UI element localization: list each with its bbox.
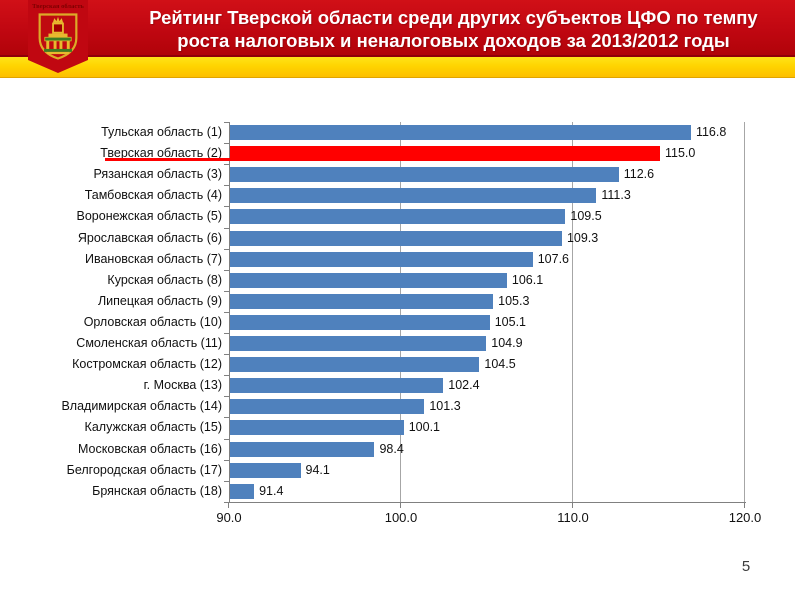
value-label: 107.6 — [537, 251, 569, 266]
value-label: 109.3 — [566, 230, 599, 245]
category-label: Ивановская область (7) — [84, 251, 222, 266]
category-label: г. Москва (13) — [143, 378, 222, 393]
bar — [230, 125, 691, 141]
category-label: Тамбовская область (4) — [84, 188, 222, 203]
category-tick — [224, 269, 229, 271]
bar — [230, 251, 533, 267]
axis-tick — [400, 502, 401, 508]
category-label: Владимирская область (14) — [61, 399, 222, 414]
category-tick — [224, 354, 229, 356]
value-label: 100.1 — [408, 420, 440, 435]
bar — [230, 378, 444, 394]
bar — [230, 293, 494, 309]
axis-tick — [572, 502, 573, 508]
category-label: Тверская область (2) — [100, 146, 222, 161]
value-label: 104.5 — [484, 357, 516, 372]
emblem-badge: Тверская область — [28, 0, 88, 73]
category-label: Воронежская область (5) — [76, 209, 223, 224]
value-label: 106.1 — [511, 272, 544, 287]
gold-stripe — [0, 57, 795, 78]
category-label: Курская область (8) — [107, 272, 222, 287]
category-tick — [224, 417, 229, 419]
gridline — [572, 122, 573, 502]
value-label: 115.0 — [665, 146, 696, 161]
highlight-underline — [105, 158, 235, 162]
category-tick — [224, 248, 229, 250]
category-label: Белгородская область (17) — [66, 462, 222, 477]
category-tick — [224, 227, 229, 229]
value-label: 105.1 — [494, 314, 526, 329]
axis-tick — [228, 502, 229, 508]
bar — [230, 441, 375, 457]
category-tick — [224, 375, 229, 377]
category-label: Липецкая область (9) — [97, 293, 222, 308]
bar — [230, 314, 490, 330]
category-tick — [224, 459, 229, 461]
category-tick — [224, 143, 229, 145]
value-label: 105.3 — [498, 293, 530, 308]
bar — [230, 188, 597, 204]
category-tick — [224, 206, 229, 208]
category-label: Рязанская область (3) — [93, 167, 223, 182]
slide-header: Рейтинг Тверской области среди других су… — [0, 0, 795, 57]
value-axis-line — [229, 502, 746, 503]
value-label: 112.6 — [623, 167, 655, 182]
bar — [230, 483, 255, 499]
x-tick-label: 120.0 — [728, 510, 762, 525]
x-tick-label: 100.0 — [384, 510, 418, 525]
category-tick — [224, 501, 229, 503]
bar — [230, 420, 404, 436]
category-label: Московская область (16) — [78, 441, 222, 456]
value-label: 101.3 — [429, 399, 461, 414]
slide-title-line1: Рейтинг Тверской области среди других су… — [149, 7, 758, 28]
category-tick — [224, 185, 229, 187]
category-tick — [224, 311, 229, 313]
value-label: 94.1 — [305, 462, 330, 477]
emblem-label: Тверская область — [32, 3, 84, 10]
page-number: 5 — [741, 558, 751, 575]
coat-of-arms-icon — [38, 13, 78, 60]
value-label: 102.4 — [448, 378, 480, 393]
x-tick-label: 90.0 — [216, 510, 242, 525]
category-tick — [224, 290, 229, 292]
bar — [230, 272, 507, 288]
category-label: Брянская область (18) — [92, 483, 222, 498]
bar-highlighted — [230, 146, 660, 162]
category-label: Ярославская область (6) — [77, 230, 222, 245]
category-tick — [224, 480, 229, 482]
x-tick-label: 110.0 — [557, 510, 589, 525]
bar — [230, 167, 619, 183]
category-label: Калужская область (15) — [84, 420, 222, 435]
bar-chart: 90.0 100.0 110.0 120.0 Тульская область (1) 1… — [0, 122, 800, 552]
slide-title: Рейтинг Тверской области среди других су… — [112, 0, 795, 52]
category-tick — [224, 122, 229, 123]
value-label: 98.4 — [379, 441, 404, 456]
category-label: Тульская область (1) — [101, 125, 222, 139]
value-label: 116.8 — [695, 125, 727, 139]
category-tick — [224, 333, 229, 334]
value-label: 104.9 — [491, 336, 523, 350]
category-tick — [224, 438, 229, 440]
category-label: Костромская область (12) — [72, 357, 222, 372]
bar — [230, 357, 480, 373]
value-label: 111.3 — [601, 188, 631, 203]
bar — [230, 230, 562, 246]
bar — [230, 209, 566, 225]
category-tick — [224, 396, 229, 398]
gridline — [400, 122, 401, 502]
bar — [230, 336, 487, 352]
category-axis-line — [229, 122, 230, 503]
slide-title-line2: роста налоговых и неналоговых доходов за… — [177, 30, 730, 51]
emblem-banner-point — [28, 60, 88, 73]
category-label: Орловская область (10) — [83, 314, 222, 329]
category-label: Смоленская область (11) — [76, 336, 222, 350]
category-tick — [224, 164, 229, 166]
bar — [230, 462, 301, 478]
bar — [230, 399, 425, 415]
gridline — [744, 122, 745, 502]
value-label: 109.5 — [570, 209, 602, 224]
axis-tick — [744, 502, 745, 508]
value-label: 91.4 — [259, 483, 284, 498]
